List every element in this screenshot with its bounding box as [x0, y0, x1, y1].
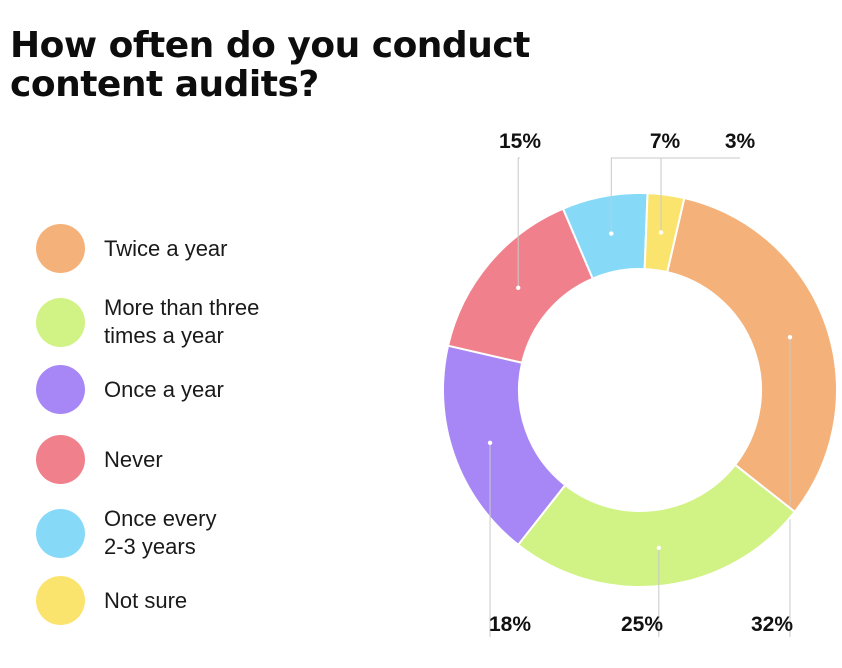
data-label: 32% [751, 613, 793, 636]
data-label: 18% [489, 613, 531, 636]
legend-item: Twice a year [36, 224, 304, 273]
legend-swatch [36, 224, 85, 273]
legend-item: Never [36, 435, 304, 484]
legend-swatch [36, 576, 85, 625]
leader-line [610, 157, 665, 234]
legend-label: Twice a year [104, 235, 228, 261]
legend-label: More than three times a year [104, 295, 260, 348]
legend-item: Not sure [36, 576, 304, 625]
data-label: 15% [499, 130, 541, 153]
data-label: 25% [621, 613, 663, 636]
legend-label: Once a year [104, 376, 224, 402]
legend-item: Once a year [36, 365, 304, 414]
legend-label: Never [104, 446, 163, 472]
leader-dot [787, 334, 793, 340]
legend-swatch [36, 297, 85, 347]
leader-dot [658, 230, 664, 235]
donut-slice [666, 196, 838, 514]
legend-item: Once every 2-3 years [36, 505, 304, 561]
donut-slice [442, 344, 567, 547]
data-label: 3% [725, 130, 756, 153]
leader-dot [656, 545, 662, 551]
legend-swatch [36, 508, 85, 558]
leader-dot [487, 440, 493, 446]
legend: Twice a year More than three times a year… [36, 0, 336, 668]
legend-swatch [36, 365, 85, 414]
donut-slice [446, 207, 595, 364]
legend-swatch [36, 435, 85, 484]
leader-line [660, 157, 740, 233]
donut-slice [643, 192, 686, 274]
data-label: 7% [650, 130, 681, 153]
legend-item: More than three times a year [36, 294, 304, 350]
leader-dot [515, 285, 521, 290]
chart-title: How often do you conduct content audits? [10, 25, 530, 105]
legend-label: Not sure [104, 587, 188, 613]
donut-slice [516, 463, 797, 588]
leader-dot [609, 231, 614, 236]
leader-line [517, 157, 520, 288]
legend-label: Once every 2-3 years [104, 506, 217, 559]
